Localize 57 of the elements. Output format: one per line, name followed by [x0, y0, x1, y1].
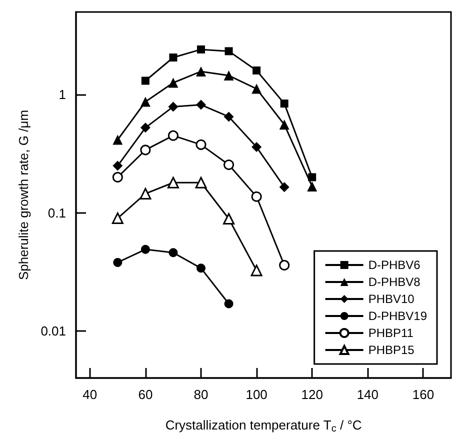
point [140, 144, 151, 156]
point [112, 212, 124, 224]
point [112, 134, 123, 145]
point [112, 172, 123, 182]
point [140, 188, 152, 200]
point [252, 142, 262, 152]
point [113, 258, 122, 267]
point [224, 159, 234, 170]
y-tick-label: 1 [58, 87, 66, 102]
point [280, 100, 288, 108]
point [196, 139, 206, 150]
point [195, 176, 207, 188]
x-tick-label: 80 [194, 387, 208, 402]
y-tick-label: 0.1 [48, 205, 66, 220]
x-tick-label: 60 [138, 387, 153, 402]
legend-label: PHBP11 [368, 326, 414, 340]
x-tick-label: 100 [246, 387, 268, 402]
point [196, 264, 206, 273]
legend-label: PHBP15 [368, 343, 415, 357]
point [140, 122, 150, 133]
point [224, 112, 234, 122]
legend-label: D-PHBV8 [368, 275, 421, 289]
point [224, 70, 234, 81]
legend-label: D-PHBV6 [368, 258, 421, 272]
point [140, 244, 150, 254]
point [224, 47, 233, 56]
point [223, 213, 235, 225]
point [224, 299, 234, 308]
point [140, 96, 150, 107]
point [168, 248, 178, 258]
point [167, 176, 179, 188]
point [279, 120, 290, 130]
x-tick-label: 120 [301, 387, 323, 402]
x-tick-label: 40 [82, 387, 98, 402]
legend-label: D-PHBV19 [368, 309, 428, 323]
point [252, 66, 261, 74]
point [279, 182, 290, 192]
point [250, 264, 262, 276]
point [307, 181, 318, 192]
point [251, 191, 262, 202]
point [168, 102, 178, 112]
point [168, 130, 178, 141]
x-tick-label: 140 [356, 387, 379, 402]
point [197, 45, 205, 54]
point [308, 173, 316, 182]
point [252, 84, 262, 94]
y-axis-title: Spherulite growth rate, G /μm [16, 110, 31, 280]
legend-label: PHBV10 [368, 292, 415, 306]
point [279, 260, 290, 270]
point [196, 66, 206, 76]
point [196, 100, 206, 110]
point [169, 54, 178, 62]
point [168, 78, 178, 88]
x-tick-label: 160 [412, 387, 434, 402]
point [141, 76, 150, 85]
point [112, 160, 123, 171]
y-tick-label: 0.01 [40, 323, 66, 338]
